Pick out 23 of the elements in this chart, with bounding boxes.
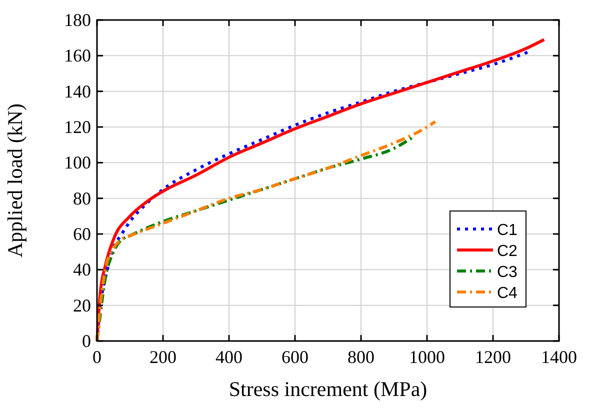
legend-label: C2 [497,243,518,260]
y-axis-title: Applied load (kN) [3,104,27,258]
legend-label: C1 [497,222,518,239]
x-axis-title: Stress increment (MPa) [228,377,428,401]
y-tick-label: 160 [64,46,91,66]
y-tick-label: 180 [64,10,91,30]
x-tick-label: 400 [216,347,242,367]
y-tick-label: 100 [64,152,91,173]
legend-label: C3 [497,264,518,281]
x-tick-label: 600 [282,347,308,367]
y-tick-label: 120 [64,117,91,137]
x-tick-label: 1000 [409,347,445,367]
y-tick-label: 0 [82,331,91,351]
y-tick-label: 140 [64,81,91,102]
x-tick-label: 800 [348,347,374,367]
x-tick-label: 200 [150,347,176,367]
y-tick-label: 40 [73,260,91,280]
y-tick-label: 60 [73,224,91,244]
x-tick-label: 1400 [541,347,577,367]
x-tick-label: 1200 [475,347,511,367]
y-tick-label: 20 [73,295,91,316]
legend-label: C4 [497,285,518,302]
y-tick-label: 80 [73,188,91,208]
